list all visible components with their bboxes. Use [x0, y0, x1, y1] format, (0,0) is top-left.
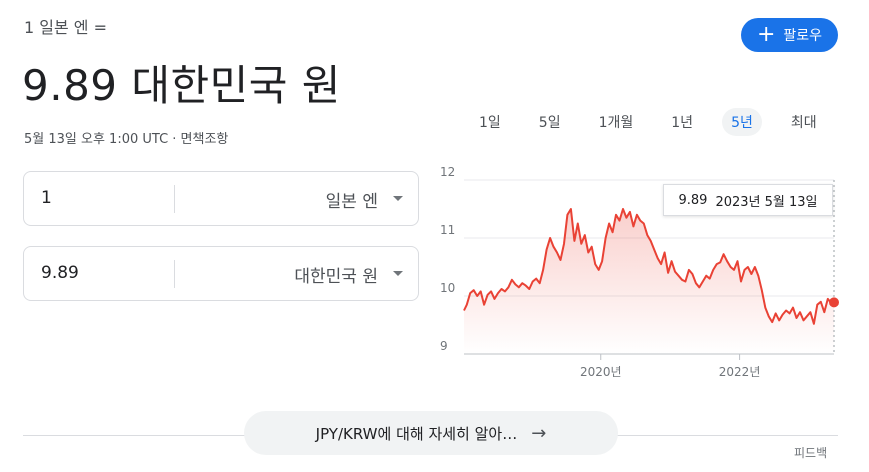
tab-1y[interactable]: 1년: [671, 115, 694, 131]
divider: [174, 260, 175, 288]
tooltip-date: 2023년 5월 13일: [715, 194, 818, 210]
y-tick-label: 11: [440, 223, 455, 237]
plus-icon: +: [756, 22, 776, 47]
tab-5d[interactable]: 5일: [538, 115, 561, 131]
arrow-right-icon: →: [531, 422, 547, 444]
chart-series-line: [463, 208, 835, 325]
y-tick-label: 10: [440, 281, 455, 295]
to-amount-input[interactable]: 9.89: [41, 263, 79, 283]
to-currency-select[interactable]: 대한민국 원: [294, 267, 378, 287]
tab-1d[interactable]: 1일: [479, 115, 501, 131]
feedback-link[interactable]: 피드백: [794, 446, 828, 460]
x-tick-label: 2022년: [719, 365, 761, 379]
learn-more-label: JPY/KRW에 대해 자세히 알아…: [315, 424, 518, 443]
y-tick-label: 9: [440, 339, 448, 353]
tab-1m[interactable]: 1개월: [598, 115, 634, 131]
from-converter-box: 1 일본 엔: [23, 171, 419, 226]
range-tabs: 1일 5일 1개월 1년 5년 최대: [470, 108, 846, 136]
follow-label: 팔로우: [783, 28, 823, 44]
tab-max[interactable]: 최대: [790, 115, 817, 131]
chart-area-fill: [464, 209, 834, 354]
timestamp-disclaimer[interactable]: 5월 13일 오후 1:00 UTC · 면책조항: [24, 132, 229, 147]
current-point: [829, 297, 839, 308]
price-chart[interactable]: 12 11 10 9 2020년 2022년: [430, 166, 850, 386]
converted-value: 9.89 대한민국 원: [22, 61, 341, 110]
tooltip-value: 9.89: [678, 192, 708, 208]
divider: [174, 185, 175, 213]
x-tick-label: 2020년: [580, 365, 622, 379]
follow-button[interactable]: + 팔로우: [741, 18, 838, 52]
from-amount-input[interactable]: 1: [41, 188, 52, 208]
tab-5y[interactable]: 5년: [722, 108, 762, 136]
chevron-down-icon[interactable]: [393, 196, 403, 201]
from-currency-line: 1 일본 엔 =: [24, 18, 108, 37]
to-converter-box: 9.89 대한민국 원: [23, 246, 419, 301]
y-tick-label: 12: [440, 166, 455, 179]
from-currency-select[interactable]: 일본 엔: [325, 192, 378, 212]
chevron-down-icon[interactable]: [393, 271, 403, 276]
learn-more-button[interactable]: JPY/KRW에 대해 자세히 알아… →: [244, 411, 618, 455]
chart-tooltip: 9.89 2023년 5월 13일: [663, 184, 833, 216]
